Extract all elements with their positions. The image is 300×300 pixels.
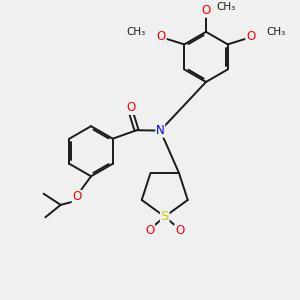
Text: CH₃: CH₃ [266,27,285,37]
Text: CH₃: CH₃ [216,2,236,12]
Text: O: O [157,30,166,43]
Text: O: O [127,101,136,114]
Text: CH₃: CH₃ [127,27,146,37]
Text: N: N [156,124,165,137]
Text: O: O [175,224,184,237]
Text: O: O [201,4,211,17]
Text: O: O [145,224,154,237]
Text: O: O [72,190,82,203]
Text: O: O [246,30,255,43]
Text: S: S [160,210,169,223]
